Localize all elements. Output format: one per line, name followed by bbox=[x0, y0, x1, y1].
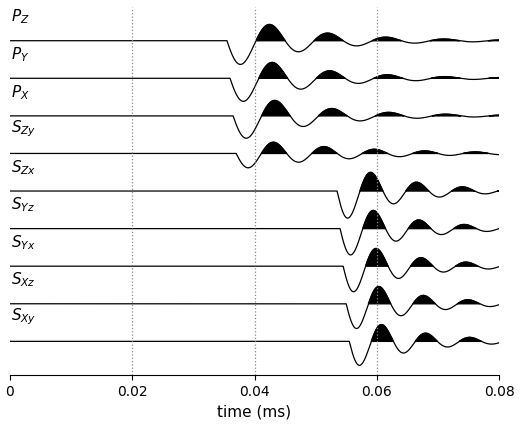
Text: $P_{Y}$: $P_{Y}$ bbox=[11, 45, 29, 64]
Text: $S_{Zx}$: $S_{Zx}$ bbox=[11, 158, 36, 177]
Text: $P_{X}$: $P_{X}$ bbox=[11, 83, 30, 102]
Text: $P_{Z}$: $P_{Z}$ bbox=[11, 8, 30, 26]
Text: $S_{Yz}$: $S_{Yz}$ bbox=[11, 196, 35, 214]
Text: $S_{Xy}$: $S_{Xy}$ bbox=[11, 306, 36, 327]
Text: $S_{Xz}$: $S_{Xz}$ bbox=[11, 271, 36, 289]
X-axis label: time (ms): time (ms) bbox=[217, 405, 292, 419]
Text: $S_{Yx}$: $S_{Yx}$ bbox=[11, 233, 35, 252]
Text: $S_{Zy}$: $S_{Zy}$ bbox=[11, 119, 36, 139]
